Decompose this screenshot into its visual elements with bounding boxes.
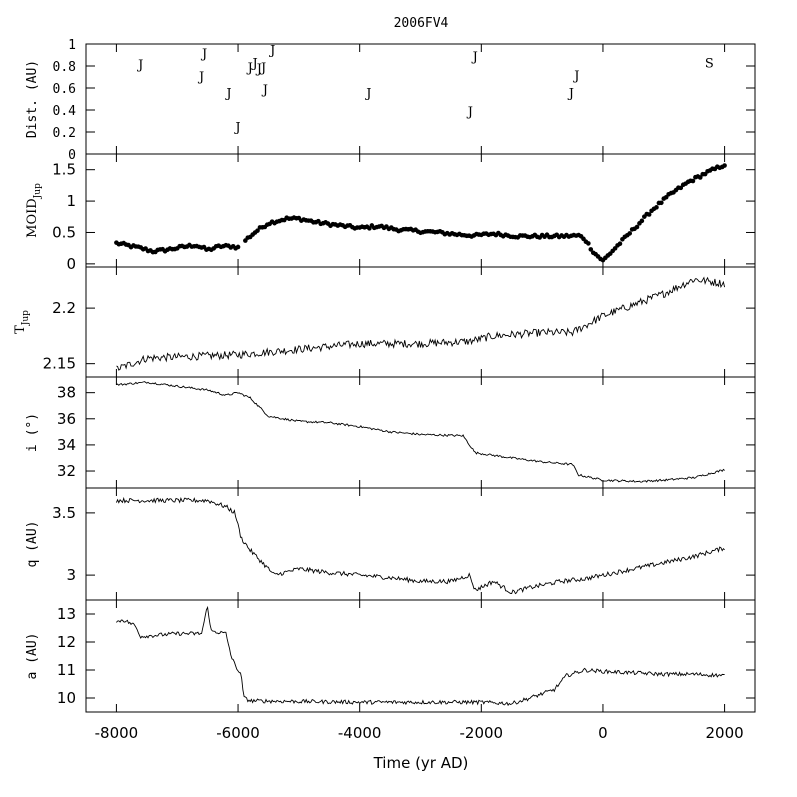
panel-tjup: 2.15 2.2 TJup [13, 266, 756, 378]
encounter-marker: J [261, 83, 268, 98]
panel-dist-frame [85, 43, 756, 155]
data-point [690, 178, 696, 184]
series-line-a [116, 605, 725, 707]
y-tick-label: 3 [66, 566, 76, 584]
x-tick-label: 2000 [705, 724, 743, 742]
y-axis-label-main: q (AU) [25, 521, 40, 568]
encounter-marker: J [364, 86, 371, 101]
x-tick-label: -8000 [95, 724, 139, 742]
y-axis-label-main: MOID [25, 198, 40, 238]
y-tick-label: 0 [68, 148, 76, 163]
x-tick-label: 0 [598, 724, 608, 742]
y-tick-label: 34 [57, 436, 76, 454]
encounter-marker: J [466, 105, 473, 120]
y-axis-label: Dist. (AU) [25, 60, 40, 138]
y-tick-label: 0.5 [52, 223, 76, 241]
y-tick-label: 0 [66, 255, 76, 273]
y-axis-label: i (°) [25, 413, 40, 452]
x-tick-label: -4000 [338, 724, 382, 742]
chart-title: 2006FV4 [394, 16, 449, 31]
data-point [722, 163, 727, 168]
y-axis-label: a (AU) [25, 633, 40, 680]
data-point [646, 212, 652, 217]
panel-incl: 32 34 36 38 i (°) [25, 376, 756, 489]
y-tick-label: 0.2 [53, 126, 76, 141]
encounter-marker: J [224, 86, 231, 101]
encounter-marker: J [572, 69, 579, 84]
y-tick-label: 2.2 [52, 299, 76, 317]
y-tick-label: 1.5 [52, 161, 76, 179]
y-tick-label: 11 [57, 661, 76, 679]
panel-a-frame [85, 599, 756, 713]
y-tick-label: 13 [57, 605, 76, 623]
y-tick-label: 0.8 [53, 60, 76, 75]
y-tick-label: 10 [57, 689, 76, 707]
encounter-marker: J [200, 47, 207, 62]
panel-q-frame [85, 487, 756, 601]
data-point [617, 241, 623, 247]
y-tick-label: 3.5 [52, 504, 76, 522]
x-axis-label: Time (yr AD) [373, 754, 469, 772]
y-tick-label: 1 [66, 192, 76, 210]
panel-tjup-frame [85, 266, 756, 378]
y-axis-label: MOIDJup [25, 183, 43, 238]
series-line-tjup [116, 276, 726, 371]
encounter-marker: J [567, 86, 574, 101]
y-tick-label: 2.15 [43, 355, 76, 373]
encounter-marker: J [246, 61, 253, 76]
y-axis-label-main: Dist. (AU) [25, 60, 40, 138]
data-point [654, 205, 659, 210]
encounter-marker: S [705, 57, 714, 72]
data-point [627, 231, 633, 236]
data-point [697, 175, 703, 180]
y-axis-label-main: a (AU) [25, 633, 40, 680]
data-point [678, 185, 684, 191]
panel-a: 10 11 12 13 a (AU) [25, 599, 756, 713]
data-point [659, 200, 664, 206]
encounter-marker: J [268, 44, 275, 59]
panel-incl-frame [85, 376, 756, 489]
series-line-incl [116, 381, 725, 483]
y-tick-label: 36 [57, 410, 76, 428]
data-point [634, 224, 640, 230]
y-tick-label: 38 [57, 384, 76, 402]
data-point [586, 241, 591, 246]
y-axis-label: q (AU) [25, 521, 40, 568]
y-tick-label: 1 [68, 38, 76, 53]
series-line-q [115, 496, 725, 595]
y-tick-label: 32 [57, 462, 76, 480]
panel-moid: 0 0.5 1 1.5 MOIDJup [25, 153, 756, 273]
data-point [235, 244, 241, 250]
y-axis-label-main: T [13, 325, 28, 334]
data-point [639, 218, 645, 224]
encounter-marker: J [136, 58, 143, 73]
y-axis-label-sub: Jup [33, 183, 43, 199]
data-point [588, 247, 594, 252]
y-axis-label-sub: Jup [21, 310, 31, 326]
encounter-marker: J [197, 70, 204, 85]
panel-q: 3 3.5 q (AU) [25, 487, 756, 601]
x-tick-label: -6000 [216, 724, 260, 742]
y-axis-label-main: i (°) [25, 413, 40, 452]
data-point [255, 228, 260, 233]
encounter-marker: J [471, 50, 478, 65]
encounter-marker: J [255, 62, 262, 77]
x-tick-label: -2000 [460, 724, 504, 742]
encounter-marker: J [259, 61, 266, 76]
y-tick-label: 12 [57, 633, 76, 651]
y-axis-label: TJup [13, 310, 31, 334]
encounter-marker: J [233, 121, 240, 136]
encounter-marker: J [250, 57, 257, 72]
y-tick-label: 0.6 [53, 82, 76, 97]
y-tick-label: 0.4 [53, 104, 77, 119]
